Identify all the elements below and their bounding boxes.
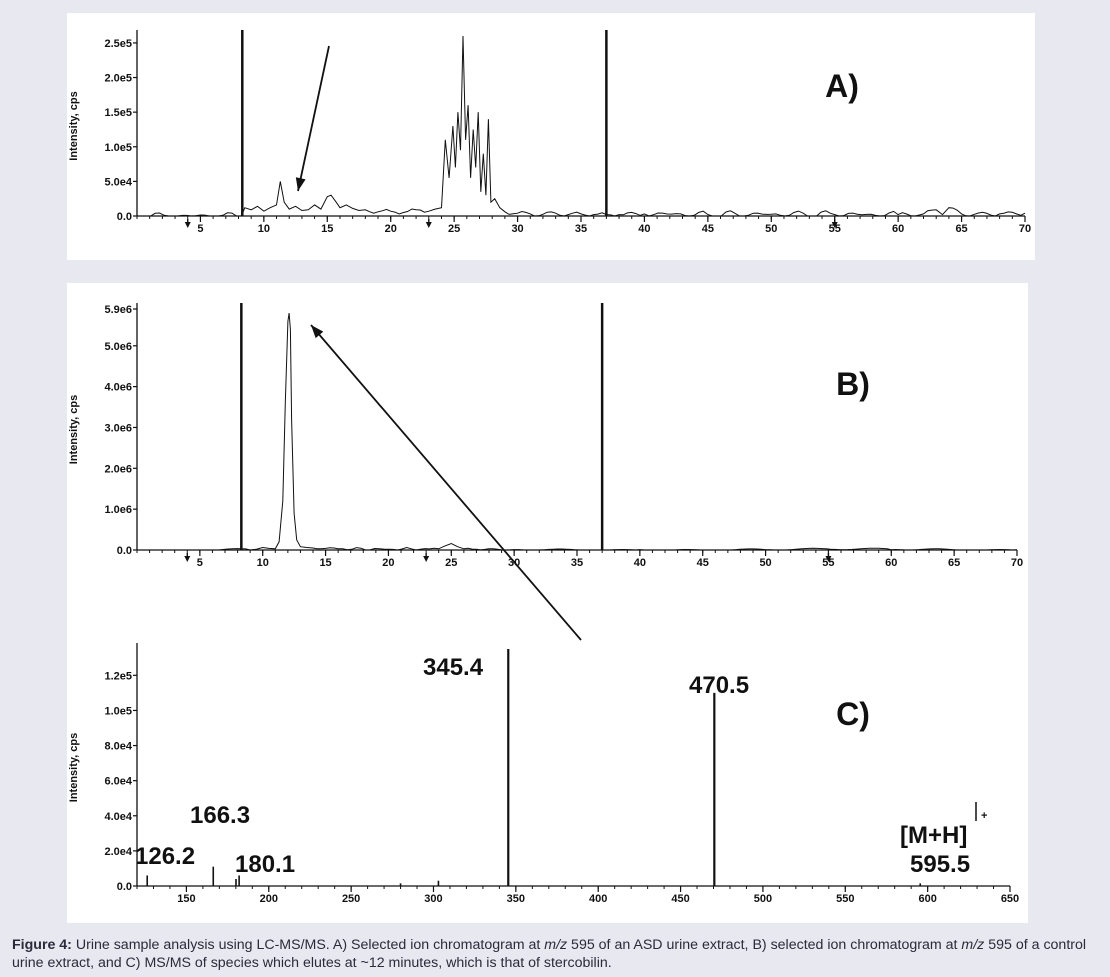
spectrum-c-x-tick-label: 250 — [342, 893, 360, 905]
spectrum-c-y-tick-label: 0.0 — [117, 881, 132, 893]
chromatogram-a-y-tick-label: 1.0e5 — [104, 142, 132, 154]
spectrum-c-peak-label: [M+H] — [900, 822, 967, 849]
chromatogram-a-x-tick-label: 55 — [829, 223, 841, 235]
spectrum-c-y-tick-label: 1.0e5 — [104, 705, 132, 717]
chromatogram-a-x-tick-label: 25 — [448, 223, 460, 235]
chromatogram-b-x-tick-label: 45 — [697, 557, 709, 569]
chromatogram-b-x-tick-label: 5 — [197, 557, 203, 569]
chart-panel-bc: 0.0 1.0e6 2.0e6 3.0e6 4.0e6 5.0e6 5.9e6 5 10 15 20… — [67, 283, 1028, 923]
chromatogram-a-y-tick-label: 1.5e5 — [104, 107, 132, 119]
chromatogram-b-x-tick-label: 20 — [382, 557, 394, 569]
caption-text-1: Urine sample analysis using LC-MS/MS. A)… — [71, 937, 545, 953]
spectrum-c-x-tick-label: 500 — [754, 893, 772, 905]
spectrum-c-peak-label: 470.5 — [689, 672, 749, 699]
chromatogram-a-annotation-arrow-shaft — [297, 45, 330, 192]
chromatogram-a-x-tick-label: 30 — [511, 223, 523, 235]
caption-text-3: 595 of a control urine extract, and C) M… — [12, 937, 1087, 971]
chromatogram-b-and-spectrum-c-svg: 0.0 1.0e6 2.0e6 3.0e6 4.0e6 5.0e6 5.9e6 5 10 15 20… — [68, 303, 1023, 905]
spectrum-c-x-tick-label: 650 — [1001, 893, 1019, 905]
spectrum-c-y-axis-label: Intensity, cps — [68, 733, 80, 802]
spectrum-c-x-tick-label: 450 — [671, 893, 689, 905]
chromatogram-b-y-tick-label: 1.0e6 — [104, 504, 132, 516]
spectrum-c-y-tick-label: 6.0e4 — [104, 776, 132, 788]
spectrum-c-x-tick-label: 550 — [836, 893, 854, 905]
figure-caption: Figure 4: Urine sample analysis using LC… — [12, 936, 1107, 972]
chromatogram-a-panel-label: A) — [825, 68, 859, 104]
chromatogram-b-y-axis-label: Intensity, cps — [68, 395, 80, 464]
spectrum-c-panel-label: C) — [836, 696, 870, 732]
chromatogram-b-x-tick-label: 65 — [948, 557, 960, 569]
chromatogram-b-trace-line — [137, 313, 1018, 551]
spectrum-c-peak-label: 180.1 — [235, 851, 295, 878]
chromatogram-b-x-tick-label: 50 — [759, 557, 771, 569]
chromatogram-a-x-tick-label: 35 — [575, 223, 587, 235]
chromatogram-b-arrow-tick-mark — [184, 556, 191, 562]
chromatogram-a-x-tick-label: 70 — [1019, 223, 1031, 235]
chromatogram-b-panel-label: B) — [836, 366, 870, 402]
chromatogram-a-y-tick-label: 2.5e5 — [104, 38, 132, 50]
chromatogram-b-x-tick-label: 10 — [257, 557, 269, 569]
chromatogram-a-x-tick-label: 60 — [892, 223, 904, 235]
spectrum-c-x-tick-label: 300 — [424, 893, 442, 905]
chromatogram-b-annotation-arrow-head — [311, 325, 324, 339]
spectrum-c-x-tick-label: 350 — [507, 893, 525, 905]
chromatogram-a-y-tick-label: 0.0 — [117, 211, 132, 223]
chromatogram-b-x-tick-label: 55 — [822, 557, 834, 569]
chromatogram-a-y-axis-label: Intensity, cps — [68, 91, 80, 160]
chromatogram-a-x-tick-label: 65 — [955, 223, 967, 235]
chromatogram-a-arrow-tick-mark — [425, 222, 432, 228]
chromatogram-b-y-tick-label: 5.0e6 — [104, 341, 132, 353]
chromatogram-a-arrow-tick-mark — [831, 222, 838, 228]
chart-panel-a: 0.0 5.0e4 1.0e5 1.5e5 2.0e5 2.5e5 5 10 15 20 25 30 3… — [67, 13, 1035, 260]
chromatogram-b-x-tick-label: 70 — [1011, 557, 1023, 569]
caption-text-2: 595 of an ASD urine extract, B) selected… — [567, 937, 962, 953]
spectrum-c-peak-label: 595.5 — [910, 851, 970, 878]
chromatogram-a-annotation-arrow-head — [295, 177, 306, 191]
chromatogram-b-x-tick-label: 35 — [571, 557, 583, 569]
chromatogram-b-x-tick-label: 25 — [445, 557, 457, 569]
spectrum-c-y-tick-label: 8.0e4 — [104, 741, 132, 753]
spectrum-c-x-tick-label: 600 — [918, 893, 936, 905]
chromatogram-b-y-tick-label: 0.0 — [117, 545, 132, 557]
chromatogram-b-arrow-tick-mark — [423, 556, 430, 562]
chromatogram-b-y-tick-label: 4.0e6 — [104, 382, 132, 394]
chromatogram-a-x-tick-label: 10 — [258, 223, 270, 235]
caption-mz-2: m/z — [961, 937, 985, 953]
chromatogram-b-y-tick-label: 3.0e6 — [104, 422, 132, 434]
chromatogram-b-y-tick-label: 2.0e6 — [104, 463, 132, 475]
spectrum-c-peak-label: + — [981, 810, 987, 822]
chromatogram-a-y-tick-label: 5.0e4 — [104, 176, 132, 188]
chromatogram-a-svg: 0.0 5.0e4 1.0e5 1.5e5 2.0e5 2.5e5 5 10 15 20 25 30 3… — [68, 30, 1031, 235]
chromatogram-b-annotation-arrow-shaft — [310, 324, 582, 641]
spectrum-c-y-tick-label: 1.2e5 — [104, 670, 132, 682]
chromatogram-b-x-tick-label: 15 — [319, 557, 331, 569]
spectrum-c-peak-label: 126.2 — [135, 843, 195, 870]
spectrum-c-peak-label: 166.3 — [190, 802, 250, 829]
chromatogram-a-arrow-tick-mark — [184, 222, 191, 228]
spectrum-c-x-tick-label: 400 — [589, 893, 607, 905]
chromatogram-a-trace-line — [137, 35, 1026, 217]
chromatogram-a-x-tick-label: 20 — [385, 223, 397, 235]
caption-mz-1: m/z — [544, 937, 568, 953]
chromatogram-a-x-tick-label: 5 — [197, 223, 203, 235]
chromatogram-b-arrow-tick-mark — [825, 556, 832, 562]
spectrum-c-x-tick-label: 200 — [260, 893, 278, 905]
spectrum-c-y-tick-label: 4.0e4 — [104, 811, 132, 823]
spectrum-c-y-tick-label: 2.0e4 — [104, 846, 132, 858]
chromatogram-a-x-tick-label: 15 — [321, 223, 333, 235]
chromatogram-a-y-tick-label: 2.0e5 — [104, 73, 132, 85]
chromatogram-b-x-tick-label: 60 — [885, 557, 897, 569]
chromatogram-a-x-tick-label: 45 — [702, 223, 714, 235]
spectrum-c-peak-label: 345.4 — [423, 654, 484, 681]
chromatogram-b-x-tick-label: 40 — [634, 557, 646, 569]
caption-label: Figure 4: — [12, 937, 72, 953]
chromatogram-a-x-tick-label: 50 — [765, 223, 777, 235]
chromatogram-b-y-tick-label: 5.9e6 — [104, 304, 132, 316]
chromatogram-a-x-tick-label: 40 — [638, 223, 650, 235]
spectrum-c-x-tick-label: 150 — [177, 893, 195, 905]
